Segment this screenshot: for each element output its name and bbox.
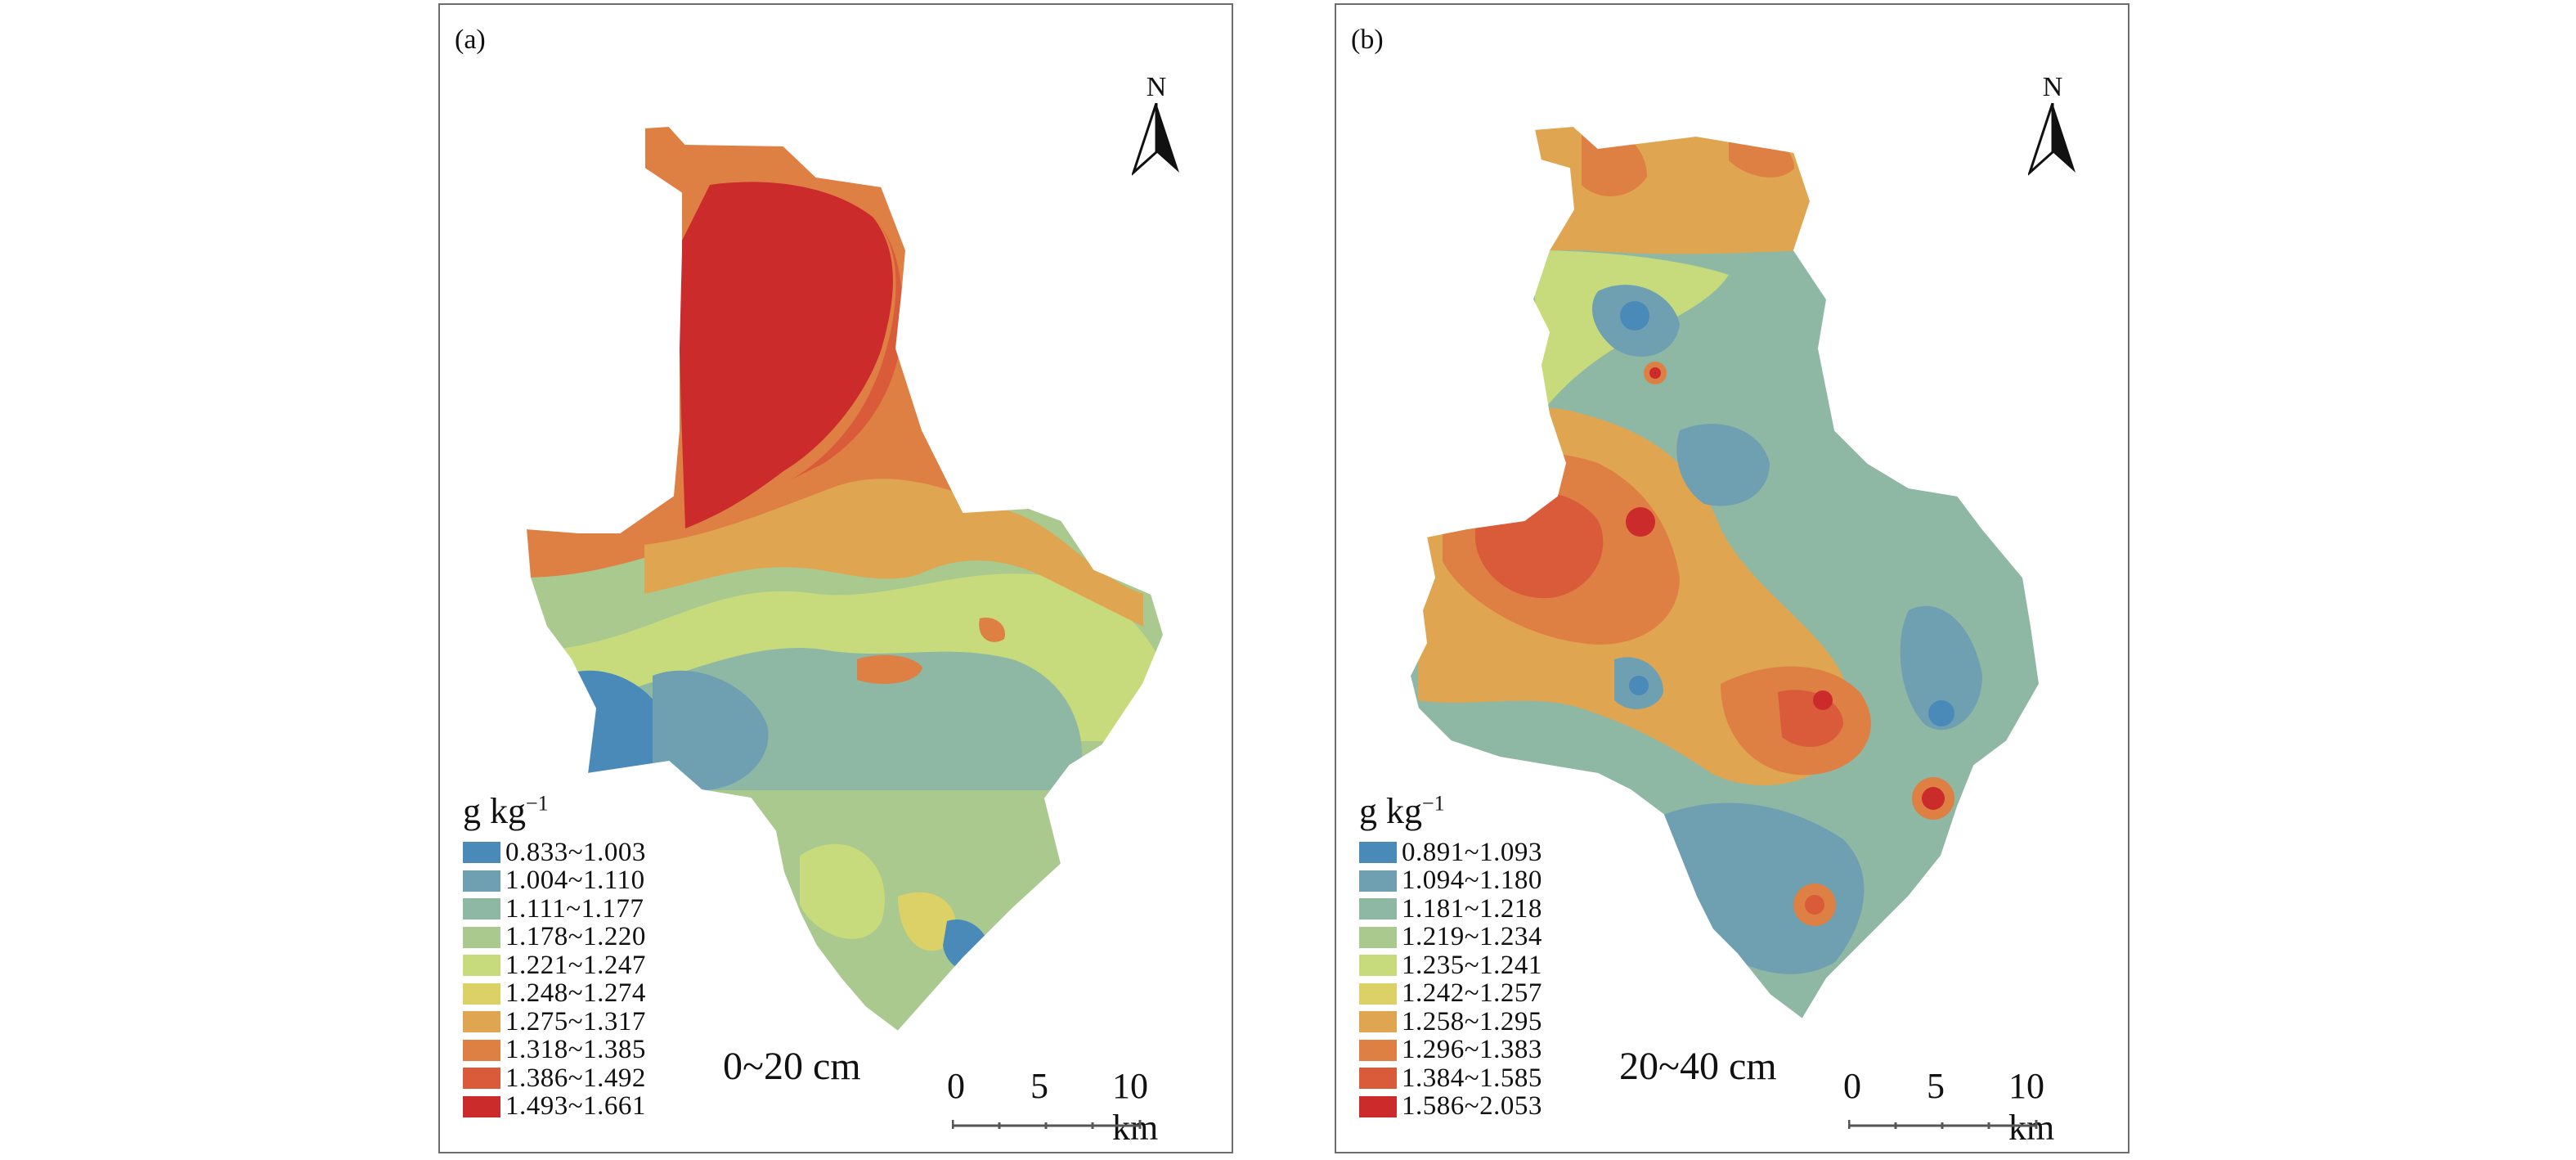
legend-label: 1.221~1.247 xyxy=(505,950,646,980)
legend-label: 1.248~1.274 xyxy=(505,978,646,1009)
legend-label: 1.386~1.492 xyxy=(505,1063,646,1093)
legend-label: 1.296~1.383 xyxy=(1402,1035,1542,1065)
legend-swatch xyxy=(1359,1011,1397,1033)
legend-item: 1.242~1.257 xyxy=(1359,978,1542,1009)
legend-swatch xyxy=(1359,1068,1397,1090)
legend-swatch xyxy=(1359,1095,1397,1117)
depth-label-a: 0~20 cm xyxy=(723,1045,861,1088)
region-boundary-b xyxy=(1408,124,2041,1021)
legend-label: 1.242~1.257 xyxy=(1402,978,1542,1009)
legend-label: 0.833~1.003 xyxy=(505,837,646,867)
legend-swatch xyxy=(1359,842,1397,864)
legend-swatch xyxy=(463,1039,500,1061)
panel-label-a: (a) xyxy=(455,25,486,55)
legend-label: 1.111~1.177 xyxy=(505,893,644,924)
depth-label-b: 20~40 cm xyxy=(1619,1045,1777,1088)
scale-bar-line xyxy=(1848,1120,2038,1129)
legend-unit-a: g kg−1 xyxy=(463,791,549,831)
legend-swatch xyxy=(463,898,500,920)
north-arrow-b: N xyxy=(2020,72,2085,181)
legend-item: 1.235~1.241 xyxy=(1359,951,1542,980)
legend-swatch xyxy=(1359,1039,1397,1061)
legend-label: 1.181~1.218 xyxy=(1402,893,1542,924)
scale-bar-line xyxy=(952,1120,1142,1129)
legend-item: 1.258~1.295 xyxy=(1359,1006,1542,1036)
legend-item: 1.493~1.661 xyxy=(463,1091,646,1122)
legend-label: 0.891~1.093 xyxy=(1402,837,1542,867)
legend-a: g kg−1 0.833~1.003 1.004~1.110 1.111~1.1… xyxy=(463,790,646,1121)
legend-label: 1.586~2.053 xyxy=(1402,1091,1542,1122)
legend-swatch xyxy=(463,842,500,864)
legend-item: 1.296~1.383 xyxy=(1359,1035,1542,1065)
scale-tick-10: 10 km xyxy=(1112,1066,1159,1148)
map-panel-a: (a) N g kg−1 0.833~1.003 1.004~1.110 1.1… xyxy=(438,3,1233,1153)
scale-bar-a: 0 5 10 km xyxy=(947,1065,1160,1148)
legend-label: 1.004~1.110 xyxy=(505,866,645,896)
legend-label: 1.258~1.295 xyxy=(1402,1006,1542,1036)
scale-bar-b: 0 5 10 km xyxy=(1843,1065,2056,1148)
scale-tick-5: 5 xyxy=(1927,1066,1945,1106)
legend-label: 1.275~1.317 xyxy=(505,1006,646,1036)
region-boundary-a xyxy=(524,124,1165,1033)
legend-item: 1.318~1.385 xyxy=(463,1035,646,1065)
scale-tick-0: 0 xyxy=(947,1066,965,1106)
scale-tick-5: 5 xyxy=(1030,1066,1048,1106)
map-canvas-a xyxy=(524,124,1165,1033)
panel-label-b: (b) xyxy=(1351,25,1384,55)
legend-swatch xyxy=(463,1095,500,1117)
legend-label: 1.178~1.220 xyxy=(505,922,646,952)
legend-item: 0.891~1.093 xyxy=(1359,837,1542,867)
legend-label: 1.384~1.585 xyxy=(1402,1063,1542,1093)
north-letter-b: N xyxy=(2042,72,2063,102)
north-letter-a: N xyxy=(1146,72,1167,102)
north-arrow-icon xyxy=(1130,102,1179,177)
legend-swatch xyxy=(463,926,500,948)
legend-label: 1.219~1.234 xyxy=(1402,922,1542,952)
legend-swatch xyxy=(1359,982,1397,1005)
legend-item: 1.094~1.180 xyxy=(1359,866,1542,896)
north-arrow-a: N xyxy=(1124,72,1189,181)
legend-swatch xyxy=(1359,870,1397,892)
scale-tick-0: 0 xyxy=(1843,1066,1861,1106)
legend-swatch xyxy=(1359,955,1397,977)
legend-item: 1.004~1.110 xyxy=(463,866,646,896)
legend-item: 1.111~1.177 xyxy=(463,893,646,924)
legend-item: 1.248~1.274 xyxy=(463,978,646,1009)
legend-swatch xyxy=(463,955,500,977)
legend-item: 0.833~1.003 xyxy=(463,837,646,867)
map-panel-b: (b) N g kg−1 0.891~1.093 1.094~1.180 1.1… xyxy=(1335,3,2129,1153)
legend-b: g kg−1 0.891~1.093 1.094~1.180 1.181~1.2… xyxy=(1359,790,1542,1121)
legend-item: 1.586~2.053 xyxy=(1359,1091,1542,1122)
legend-label: 1.094~1.180 xyxy=(1402,866,1542,896)
legend-item: 1.275~1.317 xyxy=(463,1006,646,1036)
legend-label: 1.318~1.385 xyxy=(505,1035,646,1065)
legend-item: 1.219~1.234 xyxy=(1359,922,1542,952)
legend-item: 1.386~1.492 xyxy=(463,1063,646,1093)
legend-item: 1.384~1.585 xyxy=(1359,1063,1542,1093)
legend-item: 1.178~1.220 xyxy=(463,922,646,952)
legend-unit-b: g kg−1 xyxy=(1359,791,1445,831)
legend-label: 1.493~1.661 xyxy=(505,1091,646,1122)
legend-item: 1.221~1.247 xyxy=(463,951,646,980)
legend-swatch xyxy=(1359,926,1397,948)
legend-swatch xyxy=(1359,898,1397,920)
map-canvas-b xyxy=(1408,124,2041,1021)
legend-swatch xyxy=(463,1068,500,1090)
scale-tick-10: 10 km xyxy=(2008,1066,2055,1148)
north-arrow-icon xyxy=(2026,102,2076,177)
legend-swatch xyxy=(463,870,500,892)
legend-item: 1.181~1.218 xyxy=(1359,893,1542,924)
legend-label: 1.235~1.241 xyxy=(1402,950,1542,980)
legend-swatch xyxy=(463,1011,500,1033)
legend-swatch xyxy=(463,982,500,1005)
